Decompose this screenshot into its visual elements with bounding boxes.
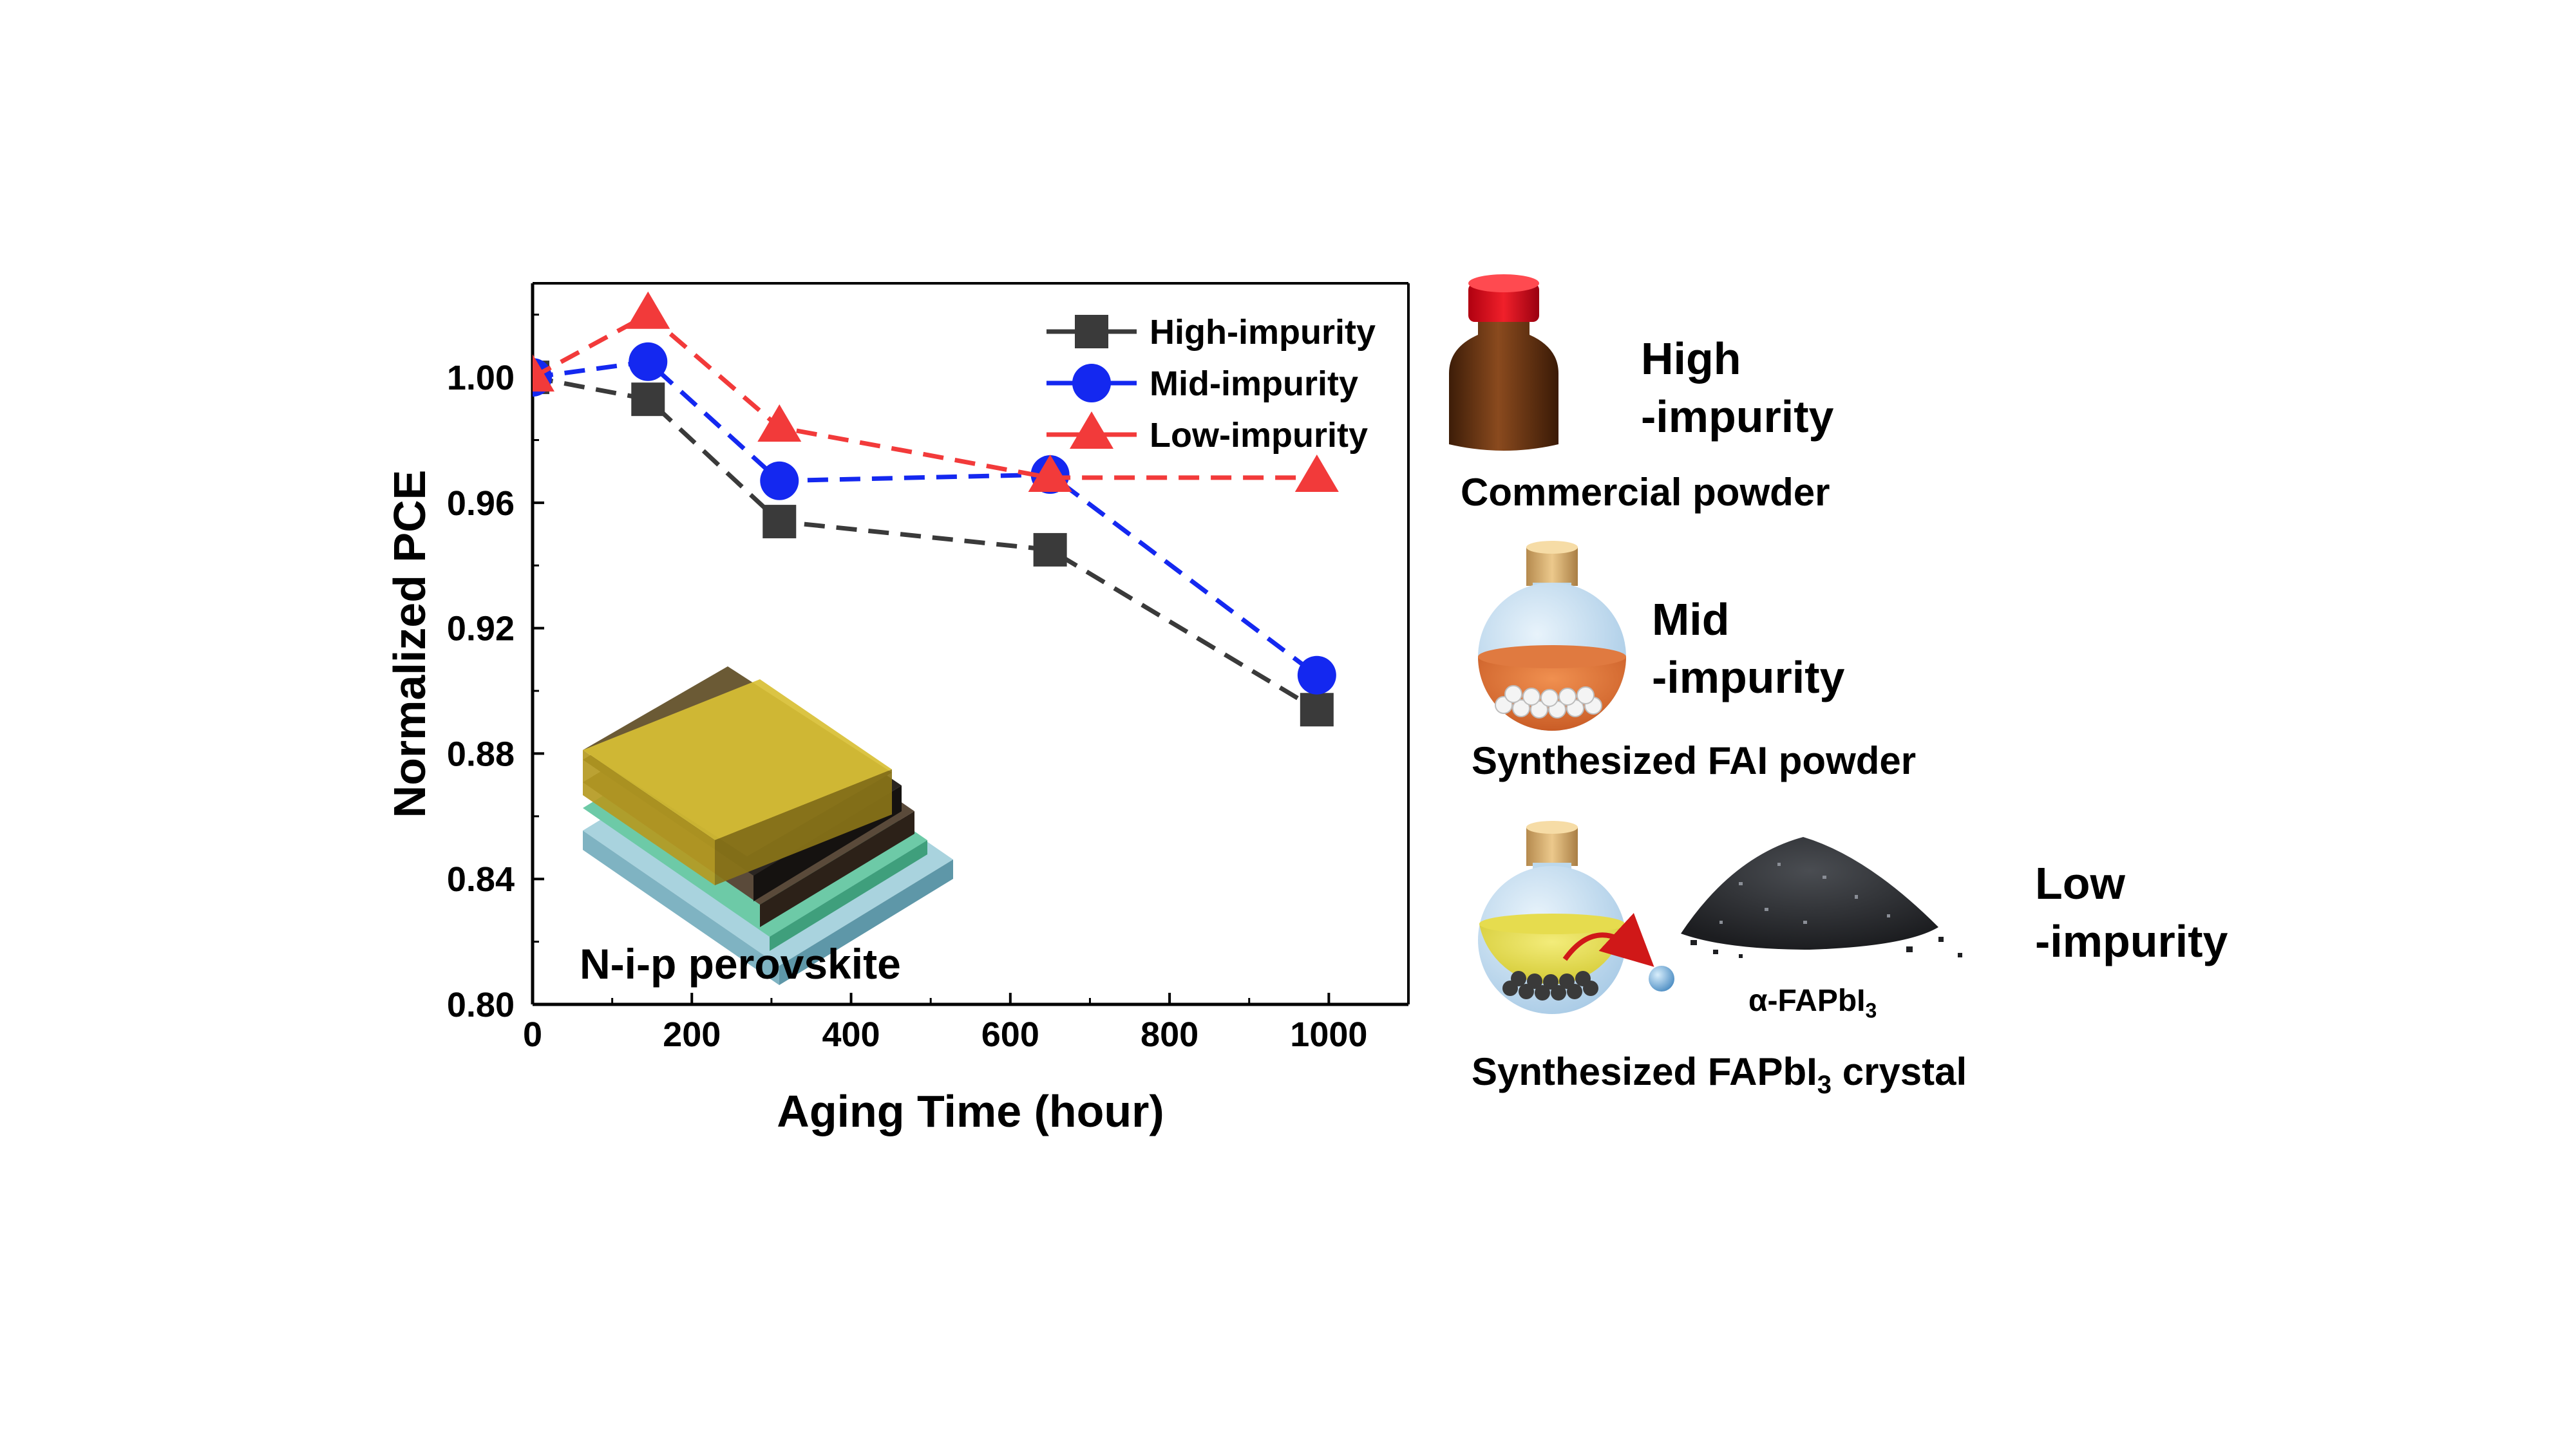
fai-powder-flask-icon: [1478, 541, 1626, 731]
fapbi3-caption-suffix: crystal: [1832, 1050, 1967, 1093]
alpha-fapbi3-subscript: 3: [1865, 999, 1877, 1022]
high-impurity-label-line2: -impurity: [1641, 391, 1834, 442]
data-point-mid-impurity: [629, 342, 668, 381]
y-tick-label: 0.92: [447, 610, 515, 648]
low-impurity-label: Low -impurity: [2035, 854, 2228, 970]
legend-item-high-impurity: High-impurity: [1046, 313, 1376, 352]
legend-label: Mid-impurity: [1150, 364, 1358, 403]
plot-area: 0 200 400 600 800 1000 0.80 0.84 0.88 0.92 0.96 1.…: [447, 282, 1410, 1054]
low-impurity-label-line2: -impurity: [2035, 916, 2228, 966]
y-tick-label: 0.96: [447, 484, 515, 523]
y-tick-label: 0.84: [447, 860, 515, 899]
legend-item-mid-impurity: Mid-impurity: [1046, 364, 1358, 403]
y-tick-label: 1.00: [447, 359, 515, 397]
nip-device-illustration: N-i-p perovskite: [580, 666, 953, 988]
legend-marker: [1070, 411, 1113, 449]
legend-marker: [1072, 364, 1111, 402]
fapbi3-crystal-caption: Synthesized FAPbI3 crystal: [1472, 1049, 1967, 1100]
data-point-low-impurity: [757, 404, 802, 442]
x-tick-label: 400: [822, 1015, 880, 1054]
fapbi3-crystal-pile-icon: [1681, 837, 1962, 958]
data-point-high-impurity: [631, 382, 665, 417]
data-point-mid-impurity: [1297, 655, 1336, 695]
data-point-low-impurity: [626, 291, 670, 329]
x-tick-label: 800: [1141, 1015, 1198, 1054]
high-impurity-label-line1: High: [1641, 334, 1741, 384]
y-axis-title: Normalized PCE: [384, 470, 435, 818]
legend: High-impurity Mid-impurity Low-impurity: [1046, 313, 1376, 455]
x-tick-label: 0: [523, 1015, 542, 1054]
data-point-mid-impurity: [760, 461, 799, 500]
data-point-low-impurity: [1028, 454, 1072, 492]
alpha-fapbi3-label: α-FAPbI3: [1748, 983, 1877, 1023]
low-impurity-label-line1: Low: [2035, 858, 2125, 908]
y-tick-label: 0.88: [447, 735, 515, 773]
crystallization-arrow-icon: [1562, 913, 1654, 967]
fapbi3-crystal-flask-icon: [1478, 821, 1674, 1014]
data-point-high-impurity: [1033, 532, 1067, 567]
legend-marker: [1075, 315, 1108, 348]
data-point-low-impurity: [533, 354, 554, 392]
layer-top-gold: [583, 679, 892, 840]
x-tick-label: 1000: [1290, 1015, 1367, 1054]
fapbi3-caption-prefix: Synthesized FAPbI: [1472, 1050, 1817, 1093]
data-point-high-impurity: [762, 505, 797, 539]
legend-item-low-impurity: Low-impurity: [1046, 411, 1368, 455]
mid-impurity-label-line1: Mid: [1652, 594, 1730, 644]
series-high-impurity: [533, 361, 1334, 727]
y-tick-label: 0.80: [447, 986, 515, 1024]
commercial-powder-caption: Commercial powder: [1461, 471, 1830, 514]
mid-impurity-label-line2: -impurity: [1652, 652, 1845, 702]
x-tick-label: 600: [981, 1015, 1039, 1054]
alpha-fapbi3-text: α-FAPbI: [1748, 984, 1866, 1018]
x-tick-label: 200: [663, 1015, 721, 1054]
data-point-low-impurity: [1294, 454, 1339, 492]
high-impurity-label: High -impurity: [1641, 330, 1833, 446]
fapbi3-caption-subscript: 3: [1817, 1071, 1832, 1099]
data-point-high-impurity: [1300, 693, 1334, 727]
mid-impurity-label: Mid -impurity: [1652, 590, 1844, 706]
series-low-impurity: [533, 291, 1339, 492]
fai-powder-caption: Synthesized FAI powder: [1472, 739, 1917, 782]
legend-label: Low-impurity: [1150, 416, 1368, 455]
commercial-powder-bottle-icon: [1449, 274, 1558, 451]
x-axis-title: Aging Time (hour): [777, 1086, 1164, 1136]
inset-caption: N-i-p perovskite: [580, 940, 901, 988]
crystal-seed-icon: [1649, 966, 1674, 992]
legend-label: High-impurity: [1150, 313, 1376, 352]
